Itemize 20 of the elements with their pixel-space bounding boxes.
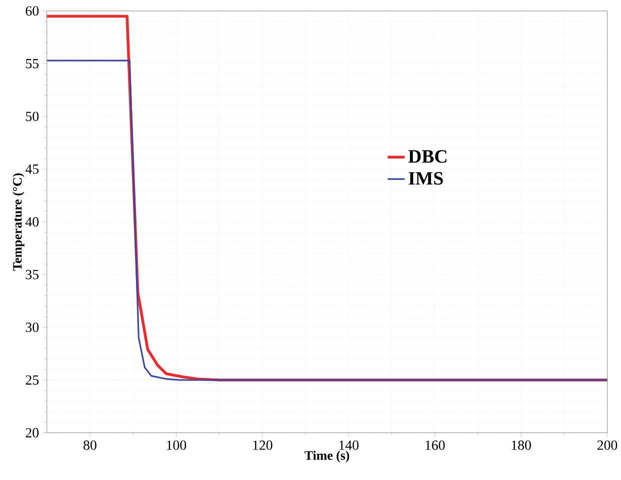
y-tick-label: 45 <box>25 164 39 174</box>
y-tick-label: 55 <box>26 59 39 68</box>
legend-label: IMS <box>408 172 443 185</box>
x-tick-label: 200 <box>597 440 618 450</box>
x-tick-label: 120 <box>253 440 272 450</box>
x-tick-label: 160 <box>426 440 445 450</box>
x-axis-title: Time (s) <box>304 450 350 463</box>
y-tick-label: 50 <box>26 112 39 122</box>
y-axis-title: Temperature (°C) <box>12 174 24 271</box>
y-tick-label: 60 <box>26 6 39 16</box>
y-tick-label: 30 <box>26 322 39 332</box>
y-tick-label: 20 <box>26 428 39 438</box>
y-tick-label: 35 <box>26 270 39 280</box>
x-tick-label: 140 <box>339 440 359 450</box>
x-tick-label: 100 <box>166 440 186 450</box>
x-tick-label: 180 <box>512 440 531 450</box>
x-tick-label: 80 <box>84 440 96 450</box>
y-tick-label: 25 <box>26 376 39 385</box>
y-tick-label: 40 <box>25 217 39 227</box>
legend-label: DBC <box>408 150 446 163</box>
